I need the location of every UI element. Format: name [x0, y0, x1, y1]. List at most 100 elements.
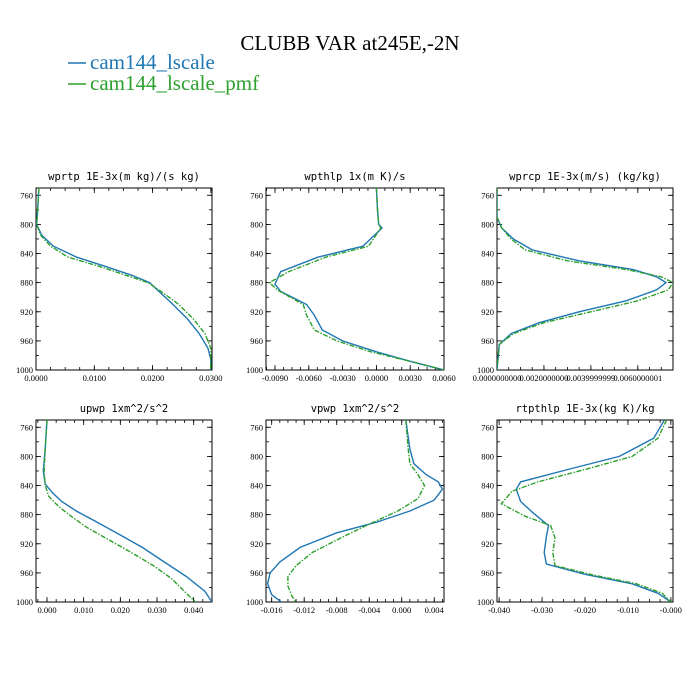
- x-tick-label: 0.030: [147, 605, 166, 615]
- y-tick-label: 800: [250, 451, 263, 461]
- x-tick-label: 0.000: [37, 605, 56, 615]
- y-tick-label: 960: [250, 568, 263, 578]
- x-tick-label: -0.0090: [262, 373, 288, 383]
- x-tick-label: -0.0060: [296, 373, 322, 383]
- legend-label-cam144-lscale-pmf: cam144_lscale_pmf: [90, 71, 259, 95]
- y-tick-label: 760: [250, 422, 263, 432]
- y-tick-label: 800: [250, 219, 263, 229]
- x-tick-label: 0.010: [74, 605, 93, 615]
- plot-frame: [266, 420, 444, 602]
- y-tick-label: 760: [20, 422, 33, 432]
- y-tick-label: 760: [20, 190, 33, 200]
- plot-frame: [36, 420, 212, 602]
- plot-frame: [36, 188, 212, 370]
- subplot-1: wprtp 1E-3x(m kg)/(s kg) 760 800 840 880 920 9…: [16, 171, 223, 383]
- x-tick-label: -0.0030: [329, 373, 355, 383]
- y-tick-label: 840: [250, 481, 263, 491]
- y-tick-label: 920: [481, 307, 494, 317]
- x-tick-label: -0.012: [293, 605, 315, 615]
- subplot-4: upwp 1xm^2/s^2 760 800 840 880 920 960 1000 0.00…: [16, 403, 212, 615]
- y-tick-label: 800: [481, 451, 494, 461]
- y-tick-label: 960: [20, 336, 33, 346]
- series-line-cam144-lscale: [275, 188, 444, 370]
- series-line-cam144-lscale-pmf: [288, 420, 425, 602]
- y-tick-label: 920: [20, 539, 33, 549]
- x-tick-label: -0.000: [660, 605, 682, 615]
- y-tick-label: 840: [20, 481, 33, 491]
- y-tick-label: 880: [481, 278, 494, 288]
- x-tick-label: 0.0030: [399, 373, 422, 383]
- y-tick-label: 840: [20, 249, 33, 259]
- y-tick-label: 920: [481, 539, 494, 549]
- series-line-cam144-lscale-pmf: [44, 420, 195, 602]
- y-tick-label: 960: [250, 336, 263, 346]
- y-tick-label: 920: [250, 539, 263, 549]
- plot-frame: [497, 188, 673, 370]
- subplot-grid: wprtp 1E-3x(m kg)/(s kg) 760 800 840 880 920 9…: [16, 171, 682, 615]
- x-tick-label: 0.0060000001: [613, 373, 662, 383]
- subplot-title: vpwp 1xm^2/s^2: [311, 403, 400, 415]
- series-line-cam144-lscale: [43, 420, 212, 602]
- series-line-cam144-lscale-pmf: [269, 188, 444, 370]
- subplot-title: rtpthlp 1E-3x(kg K)/kg: [515, 403, 654, 415]
- series-line-cam144-lscale: [268, 420, 443, 602]
- x-tick-label: 0.0000000000: [473, 373, 522, 383]
- series-line-cam144-lscale-pmf: [37, 188, 211, 370]
- subplot-title: wprtp 1E-3x(m kg)/(s kg): [48, 171, 200, 183]
- subplot-3: wprcp 1E-3x(m/s) (kg/kg) 760 800 840 880 920 9…: [473, 171, 673, 383]
- subplot-6: rtpthlp 1E-3x(kg K)/kg 760 800 840 880 920 960…: [477, 403, 682, 615]
- y-tick-label: 960: [20, 568, 33, 578]
- x-tick-label: -0.010: [617, 605, 639, 615]
- x-tick-label: 0.0000: [24, 373, 47, 383]
- y-tick-label: 840: [481, 249, 494, 259]
- series-line-cam144-lscale-pmf: [497, 188, 673, 370]
- x-tick-label: 0.0100: [83, 373, 106, 383]
- x-tick-label: 0.0200: [141, 373, 164, 383]
- y-tick-label: 800: [20, 451, 33, 461]
- y-tick-label: 960: [481, 336, 494, 346]
- x-tick-label: 0.000: [392, 605, 411, 615]
- y-tick-label: 840: [481, 481, 494, 491]
- y-tick-label: 1000: [246, 365, 263, 375]
- series-line-cam144-lscale: [37, 188, 211, 370]
- y-tick-label: 880: [20, 510, 33, 520]
- y-tick-label: 760: [481, 422, 494, 432]
- y-tick-label: 760: [250, 190, 263, 200]
- plot-frame: [266, 188, 444, 370]
- series-line-cam144-lscale: [497, 188, 666, 370]
- y-tick-label: 800: [20, 219, 33, 229]
- x-tick-label: 0.0300: [199, 373, 222, 383]
- y-tick-label: 760: [481, 190, 494, 200]
- y-tick-label: 960: [481, 568, 494, 578]
- x-tick-label: -0.040: [488, 605, 510, 615]
- y-tick-label: 1000: [16, 597, 33, 607]
- legend: cam144_lscale cam144_lscale_pmf: [68, 50, 259, 95]
- series-line-cam144-lscale: [516, 420, 671, 602]
- x-tick-label: 0.020: [111, 605, 130, 615]
- subplot-2: wpthlp 1x(m K)/s7608008408809209601000-0…: [246, 171, 456, 383]
- x-tick-label: 0.0039999999: [566, 373, 615, 383]
- y-tick-label: 880: [250, 278, 263, 288]
- subplot-title: wprcp 1E-3x(m/s) (kg/kg): [509, 171, 661, 183]
- y-tick-label: 880: [481, 510, 494, 520]
- x-tick-label: 0.0020000000: [519, 373, 568, 383]
- x-tick-label: -0.020: [574, 605, 596, 615]
- subplot-title: upwp 1xm^2/s^2: [80, 403, 169, 415]
- subplot-title: wpthlp 1x(m K)/s: [304, 171, 405, 183]
- y-tick-label: 800: [481, 219, 494, 229]
- x-tick-label: 0.040: [184, 605, 203, 615]
- x-tick-label: -0.008: [326, 605, 348, 615]
- x-tick-label: -0.030: [531, 605, 553, 615]
- x-tick-label: -0.004: [358, 605, 381, 615]
- x-tick-label: 0.0000: [365, 373, 388, 383]
- y-tick-label: 880: [20, 278, 33, 288]
- x-tick-label: 0.004: [425, 605, 445, 615]
- y-tick-label: 920: [20, 307, 33, 317]
- y-tick-label: 920: [250, 307, 263, 317]
- figure-title: CLUBB VAR at245E,-2N: [240, 31, 459, 55]
- y-tick-label: 880: [250, 510, 263, 520]
- subplot-5: vpwp 1xm^2/s^27608008408809209601000-0.0…: [246, 403, 445, 615]
- x-tick-label: 0.0060: [432, 373, 455, 383]
- y-tick-label: 840: [250, 249, 263, 259]
